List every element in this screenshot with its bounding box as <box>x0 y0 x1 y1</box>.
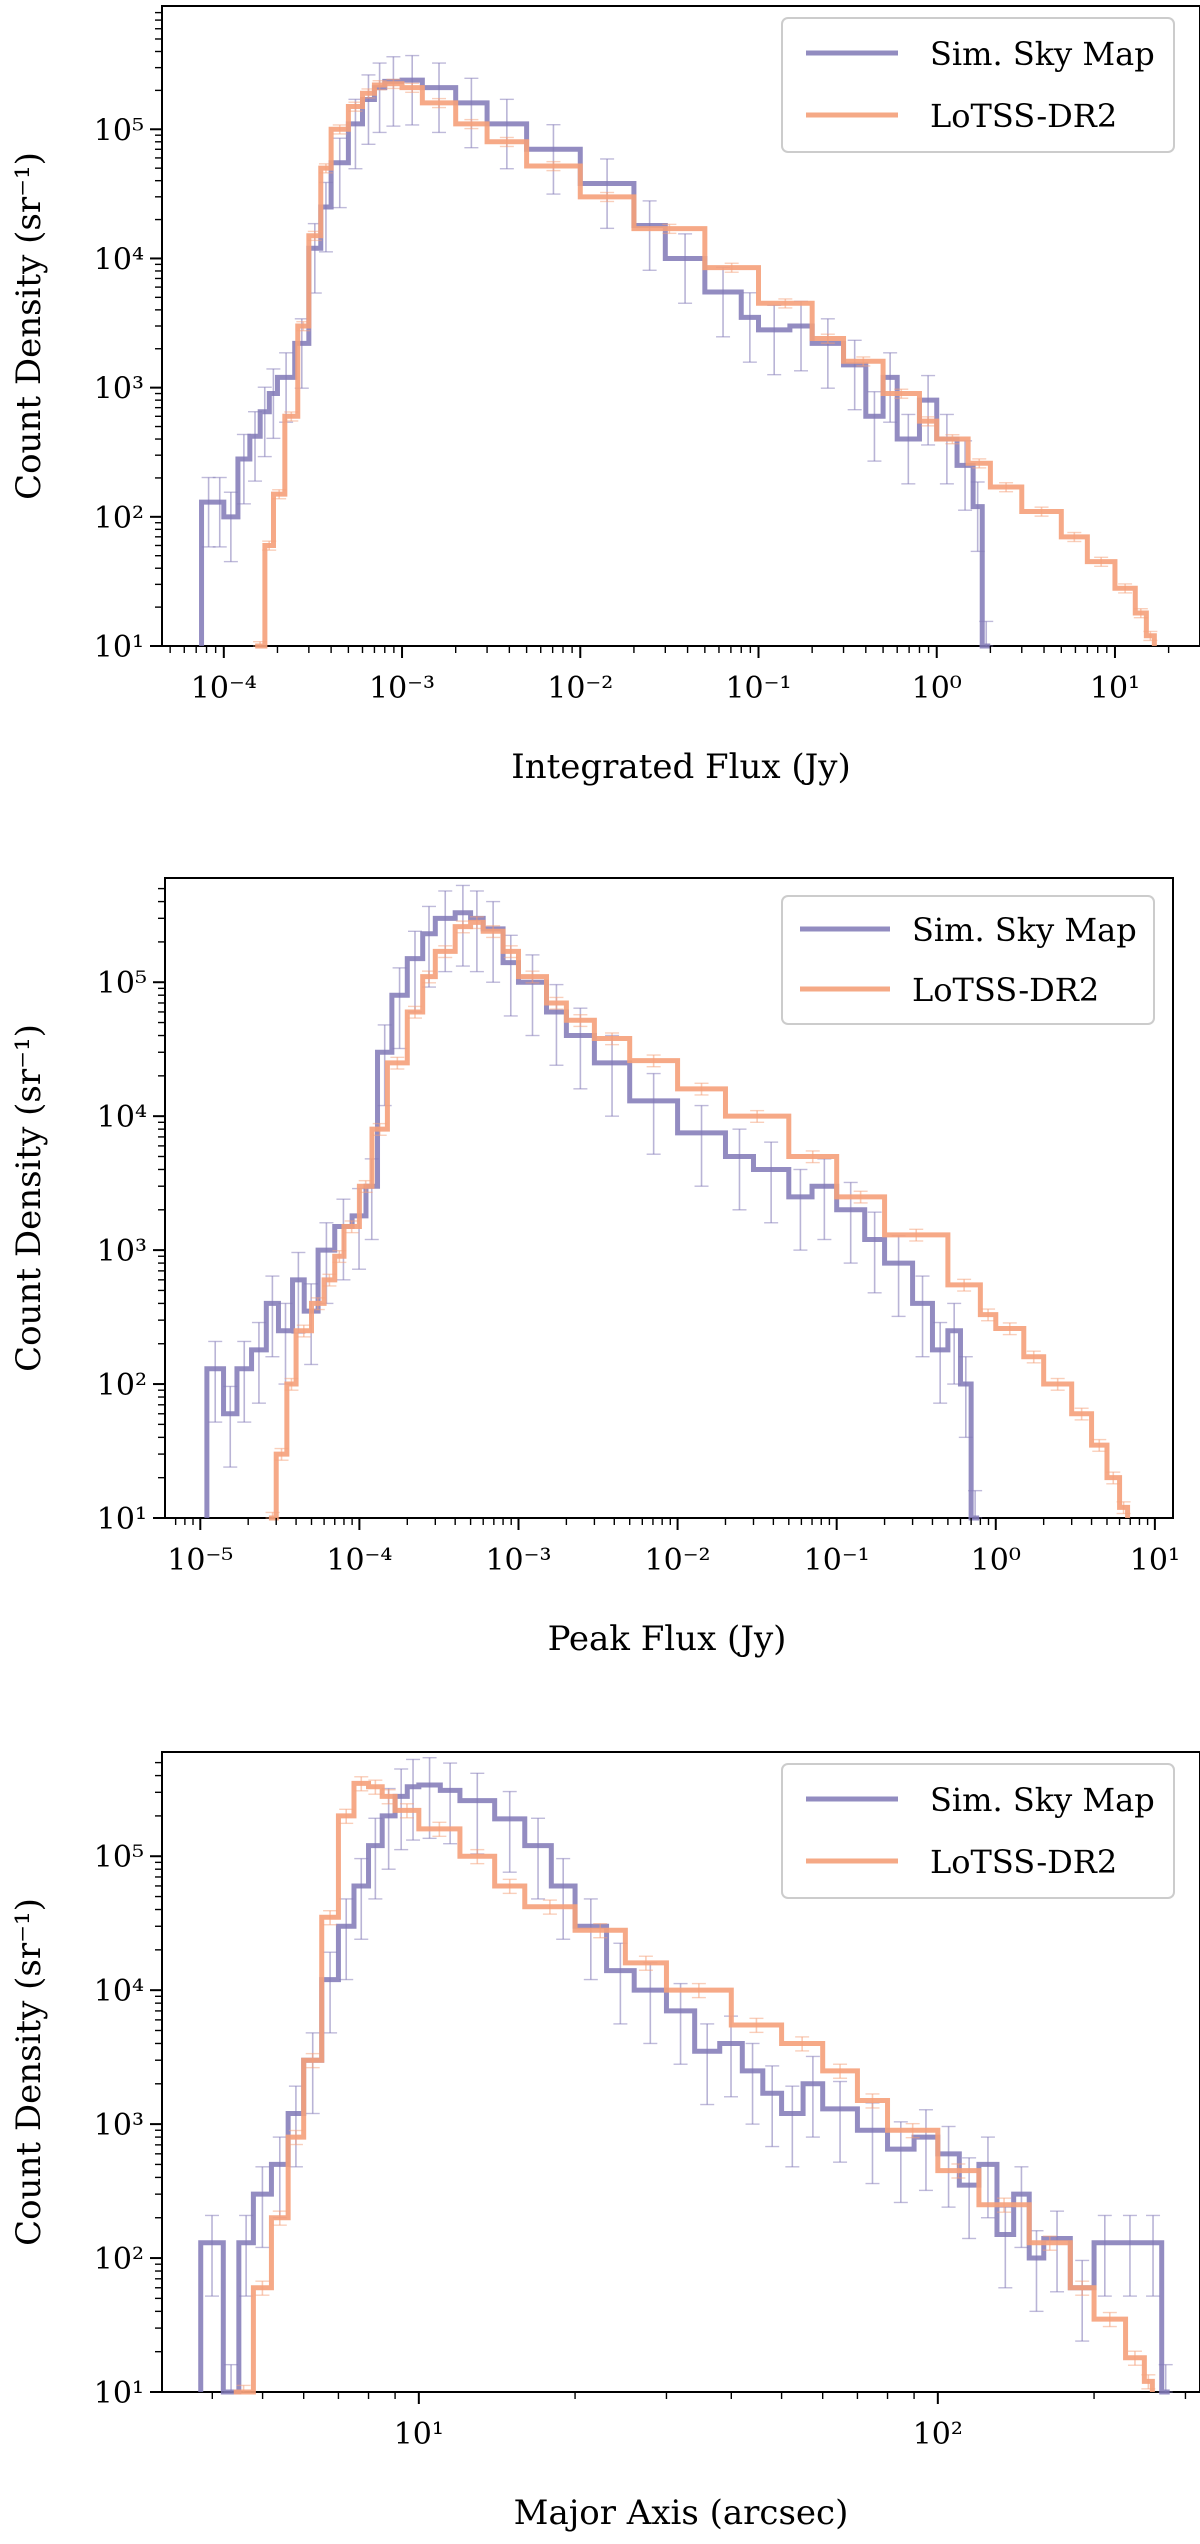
y-tick-label: 10³ <box>94 372 144 407</box>
x-tick-label: 10⁰ <box>912 671 962 706</box>
y-tick-label: 10³ <box>94 2108 144 2143</box>
x-tick-label: 10¹ <box>1090 671 1140 706</box>
y-axis-label: Count Density (sr⁻¹) <box>9 152 49 500</box>
x-tick-label: 10⁻² <box>645 1543 711 1578</box>
legend: Sim. Sky Map LoTSS-DR2 <box>781 895 1155 1025</box>
step-line-lotss <box>268 919 1131 1521</box>
legend-label-lotss: LoTSS-DR2 <box>930 1843 1117 1881</box>
y-tick-label: 10¹ <box>94 630 144 665</box>
y-axis-label: Count Density (sr⁻¹) <box>9 1898 49 2246</box>
series-lotss <box>253 78 1158 649</box>
y-tick-label: 10² <box>94 2242 144 2277</box>
x-tick-label: 10⁻² <box>547 671 613 706</box>
x-tick-label: 10¹ <box>394 2417 444 2452</box>
y-tick-label: 10⁴ <box>97 1100 147 1135</box>
x-axis-label: Major Axis (arcsec) <box>514 2493 849 2533</box>
panel-integrated-flux: 10⁻⁴ 10⁻³ 10⁻² 10⁻¹ 10⁰ 10¹ 10¹ 10² 10³ 10⁴ 10⁵ In… <box>9 5 1200 787</box>
series-layer <box>198 1756 1173 2395</box>
y-tick-label: 10⁵ <box>94 1840 144 1875</box>
y-axis-label: Count Density (sr⁻¹) <box>9 1024 49 1372</box>
x-axis-label: Peak Flux (Jy) <box>548 1619 787 1659</box>
ticks-layer: 10⁻⁴ 10⁻³ 10⁻² 10⁻¹ 10⁰ 10¹ 10¹ 10² 10³ 10⁴ 10⁵ <box>94 11 1170 706</box>
x-axis-label: Integrated Flux (Jy) <box>511 747 850 787</box>
x-tick-label: 10⁻⁵ <box>167 1543 233 1578</box>
y-tick-label: 10⁴ <box>94 1974 144 2009</box>
series-lotss <box>233 1776 1156 2395</box>
ticks-layer: 10¹ 10² 10¹ 10² 10³ 10⁴ 10⁵ <box>94 1761 1187 2452</box>
y-tick-label: 10³ <box>97 1234 147 1269</box>
y-tick-label: 10² <box>97 1368 147 1403</box>
x-tick-label: 10² <box>913 2417 963 2452</box>
x-tick-label: 10⁻⁴ <box>326 1543 392 1578</box>
plot-frame <box>164 877 1174 1519</box>
legend-label-sim: Sim. Sky Map <box>912 911 1137 949</box>
x-tick-label: 10⁻¹ <box>804 1543 870 1578</box>
legend-label-sim: Sim. Sky Map <box>930 35 1155 73</box>
y-tick-label: 10² <box>94 501 144 536</box>
step-line-lotss <box>233 1780 1155 2395</box>
x-tick-label: 10⁻³ <box>485 1543 551 1578</box>
legend-label-lotss: LoTSS-DR2 <box>930 97 1117 135</box>
y-tick-label: 10⁴ <box>94 242 144 277</box>
x-tick-label: 10⁻⁴ <box>191 671 257 706</box>
legend: Sim. Sky Map LoTSS-DR2 <box>781 17 1175 153</box>
series-sim <box>199 54 994 649</box>
legend-label-sim: Sim. Sky Map <box>930 1781 1155 1819</box>
series-lotss <box>265 916 1131 1521</box>
y-tick-label: 10⁵ <box>94 113 144 148</box>
step-line-lotss <box>255 81 1157 649</box>
x-tick-label: 10⁰ <box>971 1543 1021 1578</box>
panel-peak-flux: 10⁻⁵ 10⁻⁴ 10⁻³ 10⁻² 10⁻¹ 10⁰ 10¹ 10¹ 10² 10³ 10⁴ 10… <box>9 877 1180 1659</box>
series-layer <box>204 884 1131 1521</box>
plot-frame <box>161 1751 1200 2393</box>
panel-major-axis: 10¹ 10² 10¹ 10² 10³ 10⁴ 10⁵ Major Axis (arcsec… <box>9 1751 1200 2533</box>
x-tick-label: 10⁻³ <box>369 671 435 706</box>
y-tick-label: 10¹ <box>94 2376 144 2411</box>
ticks-layer: 10⁻⁵ 10⁻⁴ 10⁻³ 10⁻² 10⁻¹ 10⁰ 10¹ 10¹ 10² 10³ 10⁴ 10… <box>97 887 1180 1578</box>
legend-label-lotss: LoTSS-DR2 <box>912 971 1099 1009</box>
y-tick-label: 10¹ <box>97 1502 147 1537</box>
y-tick-label: 10⁵ <box>97 966 147 1001</box>
x-tick-label: 10¹ <box>1130 1543 1180 1578</box>
x-tick-label: 10⁻¹ <box>725 671 791 706</box>
series-layer <box>199 54 1158 649</box>
legend: Sim. Sky Map LoTSS-DR2 <box>781 1763 1175 1899</box>
step-line-sim <box>199 77 991 649</box>
